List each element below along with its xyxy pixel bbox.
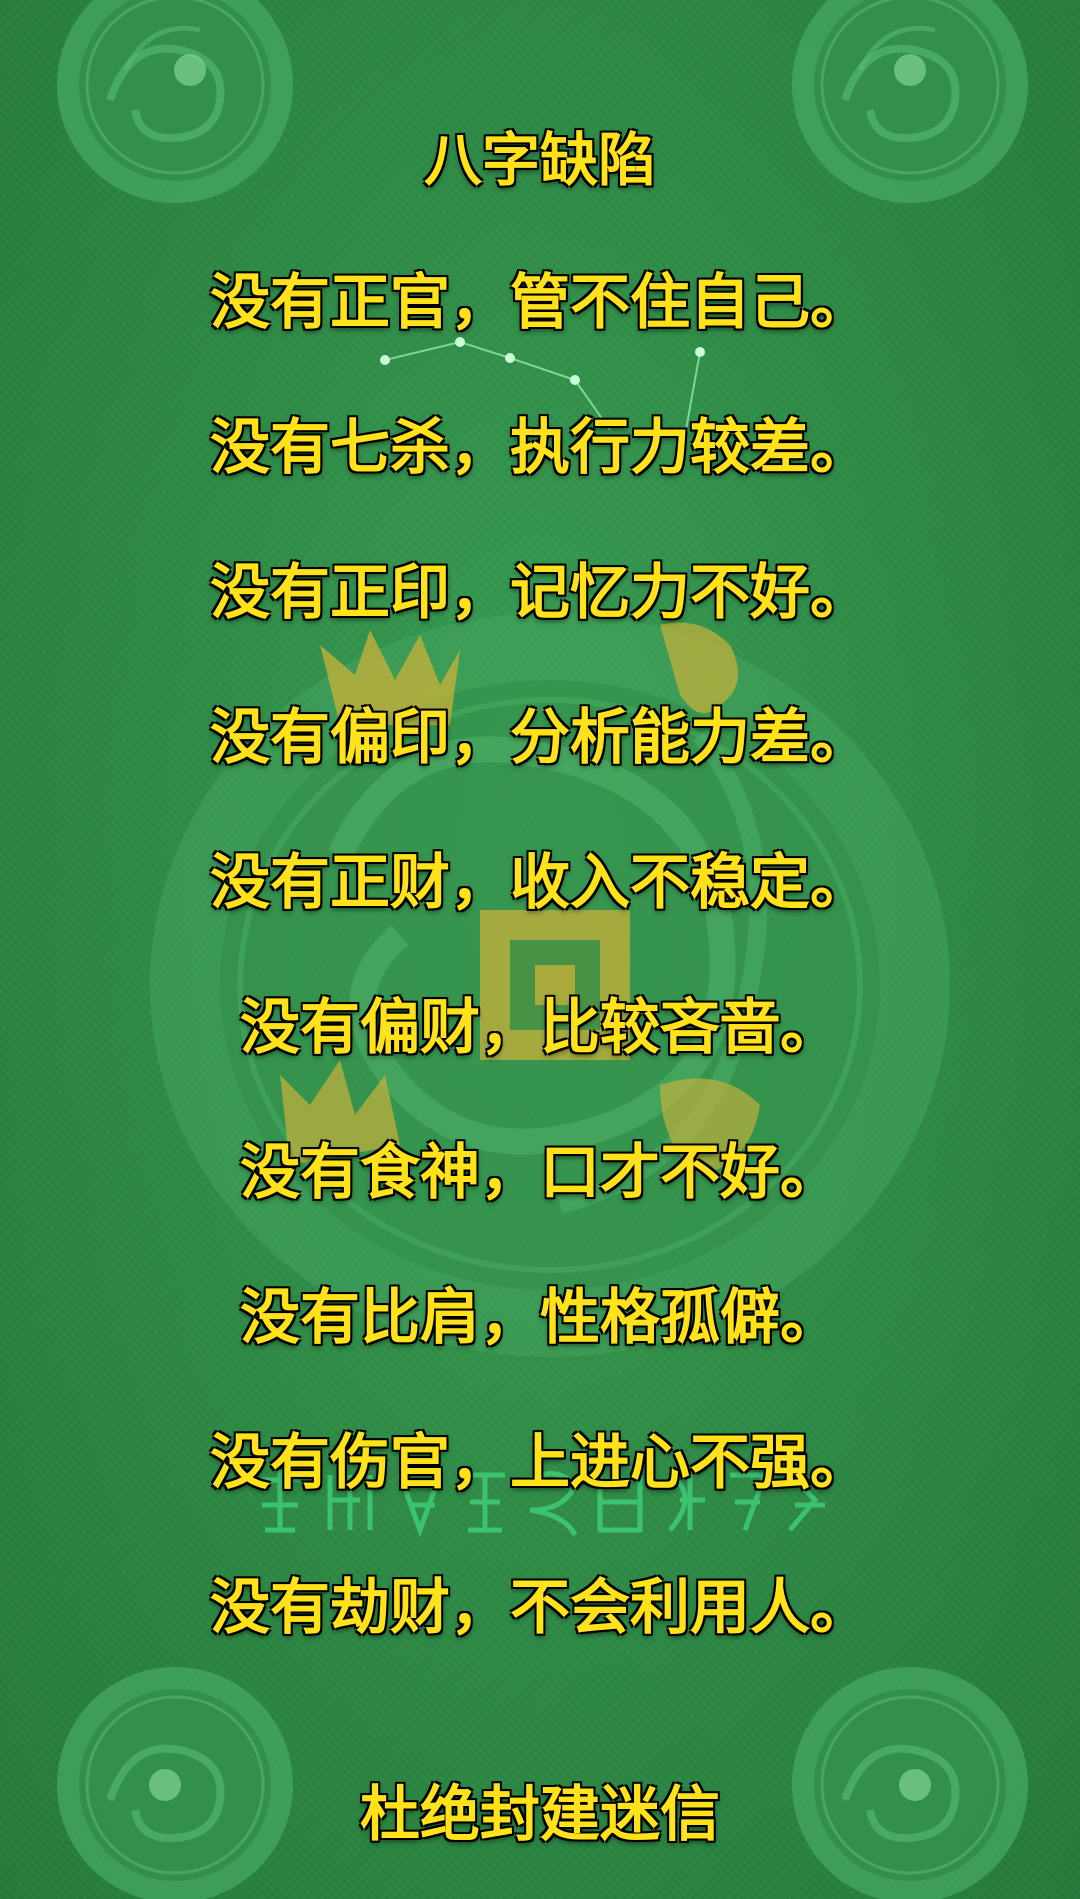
dragon-coin-icon bbox=[57, 1667, 293, 1899]
verse-line: 没有正印，记忆力不好。 bbox=[210, 558, 870, 628]
dragon-coin-icon bbox=[792, 0, 1028, 203]
verse-line: 没有七杀，执行力较差。 bbox=[210, 413, 870, 483]
verse-line: 没有正财，收入不稳定。 bbox=[210, 848, 870, 918]
dragon-coin-icon bbox=[792, 1667, 1028, 1899]
poster-title: 八字缺陷 bbox=[423, 126, 656, 194]
dragon-seal-icon bbox=[150, 613, 950, 1357]
seal-script-glyphs bbox=[260, 1470, 825, 1538]
verse-line: 没有伤官，上进心不强。 bbox=[210, 1428, 870, 1498]
verse-line: 没有正官，管不住自己。 bbox=[210, 268, 870, 338]
verse-line: 没有劫财，不会利用人。 bbox=[210, 1573, 870, 1643]
constellation-icon bbox=[380, 337, 705, 436]
verse-line: 没有偏财，比较吝啬。 bbox=[240, 993, 840, 1063]
footer-slogan: 杜绝封建迷信 bbox=[360, 1780, 720, 1850]
dragon-coin-icon bbox=[57, 0, 293, 203]
verse-line: 没有食神，口才不好。 bbox=[240, 1138, 840, 1208]
verse-line: 没有偏印，分析能力差。 bbox=[210, 703, 870, 773]
verse-line: 没有比肩，性格孤僻。 bbox=[240, 1283, 840, 1353]
